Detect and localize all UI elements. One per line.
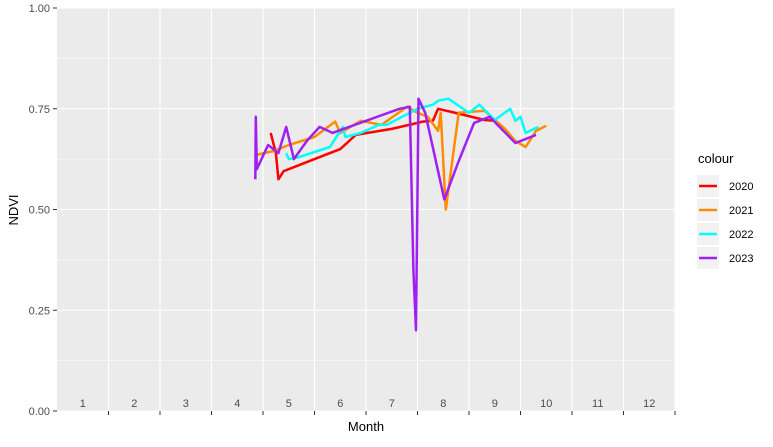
series-line-2022 bbox=[285, 97, 540, 161]
x-tick-label: 12 bbox=[643, 398, 655, 410]
x-tick-label: 9 bbox=[492, 398, 498, 410]
y-tick-label: 0.25 bbox=[29, 305, 50, 317]
x-tick-label: 6 bbox=[337, 398, 343, 410]
y-tick-label: 0.75 bbox=[29, 104, 50, 116]
legend-label-2023: 2023 bbox=[729, 253, 753, 265]
x-tick-label: 3 bbox=[183, 398, 189, 410]
y-axis-title: NDVI bbox=[6, 194, 21, 225]
x-tick-label: 2 bbox=[131, 398, 137, 410]
x-tick-label: 10 bbox=[540, 398, 552, 410]
series-line-2020 bbox=[269, 107, 495, 181]
axes: 0.000.250.500.751.001 2 3 4 5 6 7 8 9 10 11 12 bbox=[29, 3, 676, 418]
x-tick-label: 4 bbox=[234, 398, 240, 410]
x-tick-label: 8 bbox=[440, 398, 446, 410]
x-tick-label: 1 bbox=[80, 398, 86, 410]
legend-title: colour bbox=[698, 151, 734, 166]
y-tick-label: 0.00 bbox=[29, 406, 50, 418]
x-tick-label: 5 bbox=[286, 398, 292, 410]
legend-label-2021: 2021 bbox=[729, 205, 753, 217]
x-tick-label: 7 bbox=[389, 398, 395, 410]
x-tick-label: 11 bbox=[592, 398, 603, 410]
series-lines bbox=[254, 97, 547, 332]
legend-label-2022: 2022 bbox=[729, 229, 753, 241]
y-tick-label: 0.50 bbox=[29, 205, 50, 217]
y-tick-label: 1.00 bbox=[29, 3, 50, 15]
legend-label-2020: 2020 bbox=[729, 181, 753, 193]
x-axis-title: Month bbox=[348, 419, 384, 434]
series-line-2021 bbox=[255, 105, 547, 211]
series-line-2023 bbox=[254, 97, 537, 332]
grid-lines bbox=[57, 7, 676, 412]
legend: colour 2020 2021 2022 2023 bbox=[697, 151, 753, 269]
